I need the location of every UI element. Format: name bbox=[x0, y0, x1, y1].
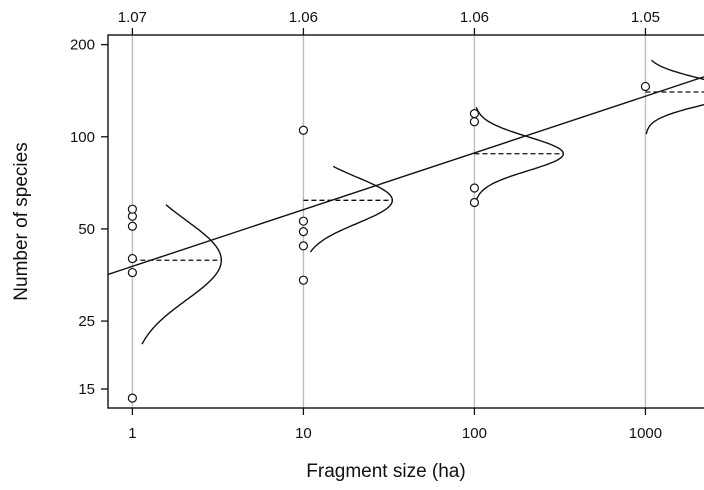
y-tick-label: 200 bbox=[70, 37, 95, 54]
density-curves bbox=[132, 59, 704, 345]
data-point bbox=[298, 275, 309, 285]
density-curve-100 bbox=[475, 106, 565, 201]
top-label: 1.06 bbox=[289, 9, 318, 26]
data-point bbox=[127, 221, 137, 231]
top-label: 1.07 bbox=[118, 9, 147, 26]
data-point bbox=[298, 241, 309, 251]
density-curve-1000 bbox=[645, 59, 704, 135]
data-point bbox=[469, 183, 480, 193]
data-point bbox=[298, 125, 309, 135]
top-label: 1.06 bbox=[460, 9, 489, 26]
data-points bbox=[127, 81, 651, 403]
data-point bbox=[469, 109, 480, 119]
y-tick-label: 100 bbox=[70, 129, 95, 146]
x-axis-title: Fragment size (ha) bbox=[306, 461, 465, 482]
top-axis: 1.07 1.06 1.06 1.05 bbox=[118, 9, 660, 35]
plot-frame bbox=[107, 34, 704, 409]
density-curve-1 bbox=[141, 204, 223, 345]
data-point bbox=[298, 227, 309, 237]
data-point bbox=[469, 197, 480, 208]
y-axis-title: Number of species bbox=[11, 142, 32, 300]
x-tick-label: 1 bbox=[128, 425, 136, 442]
y-axis: 15 25 50 100 200 bbox=[70, 37, 108, 398]
density-curve-10 bbox=[309, 165, 393, 253]
data-point bbox=[127, 267, 137, 278]
data-point bbox=[127, 253, 137, 264]
vertical-reference-lines bbox=[131, 35, 647, 408]
data-point bbox=[298, 216, 309, 226]
data-point bbox=[127, 204, 137, 214]
regression-line bbox=[107, 76, 704, 276]
data-point bbox=[640, 81, 651, 92]
data-point bbox=[469, 117, 480, 127]
y-tick-label: 50 bbox=[78, 221, 95, 238]
x-tick-label: 10 bbox=[295, 425, 312, 442]
y-tick-label: 15 bbox=[78, 381, 95, 398]
x-tick-label: 100 bbox=[462, 425, 487, 442]
data-point bbox=[127, 393, 137, 403]
x-axis: 1 10 100 1000 bbox=[128, 408, 662, 442]
x-tick-label: 1000 bbox=[629, 425, 662, 442]
top-label: 1.05 bbox=[631, 9, 660, 26]
y-tick-label: 25 bbox=[78, 313, 95, 330]
